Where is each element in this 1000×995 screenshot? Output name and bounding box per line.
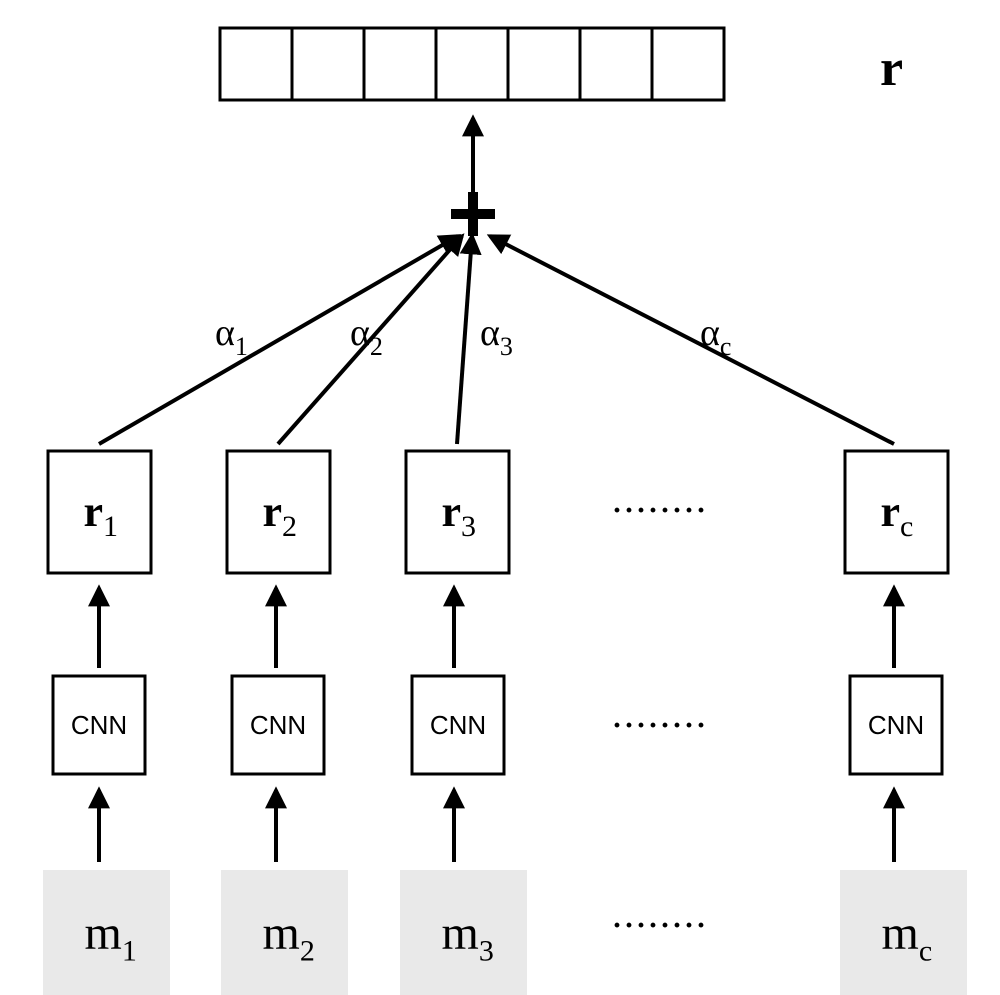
branch-c: mcCNNrcαc: [490, 236, 967, 995]
output-label: r: [880, 40, 903, 97]
ellipsis: ········: [612, 494, 708, 527]
ellipsis: ········: [612, 709, 708, 742]
vector-cell: [292, 28, 364, 100]
cnn-label: CNN: [868, 710, 924, 740]
alpha-label: α2: [350, 312, 383, 361]
vector-cell: [220, 28, 292, 100]
arrow-r-to-sum: [457, 236, 472, 444]
vector-cell: [508, 28, 580, 100]
cnn-label: CNN: [430, 710, 486, 740]
vector-cell: [364, 28, 436, 100]
alpha-label: α3: [480, 312, 513, 361]
cnn-label: CNN: [71, 710, 127, 740]
arrow-r-to-sum: [99, 236, 458, 444]
ellipsis: ········: [612, 909, 708, 942]
vector-cell: [436, 28, 508, 100]
vector-cell: [652, 28, 724, 100]
alpha-label: α1: [215, 312, 248, 361]
cnn-label: CNN: [250, 710, 306, 740]
arrow-r-to-sum: [490, 236, 894, 444]
alpha-label: αc: [700, 312, 731, 361]
branch-3: m3CNNr3α3: [400, 236, 527, 995]
vector-cell: [580, 28, 652, 100]
output-vector: [220, 28, 724, 100]
